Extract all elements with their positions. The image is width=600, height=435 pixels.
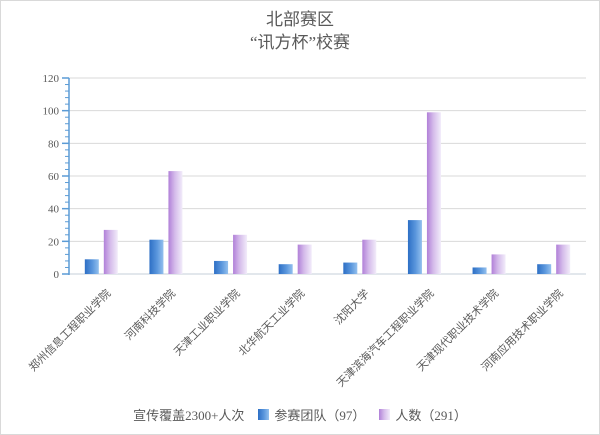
legend-item-people: 人数（291） — [379, 405, 467, 424]
bar-teams — [472, 267, 487, 274]
x-category-label: 河南科技学院 — [121, 286, 178, 343]
legend-swatch-teams — [258, 409, 270, 420]
y-tick-label: 20 — [48, 236, 60, 248]
bar-people — [426, 112, 441, 274]
bar-people — [168, 171, 183, 274]
y-tick-label: 80 — [48, 138, 60, 150]
bar-teams — [214, 260, 229, 274]
y-tick-label: 0 — [54, 269, 60, 281]
x-category-label: 郑州信息工程职业学院 — [26, 286, 114, 374]
bar-people — [233, 234, 248, 274]
x-category-label: 北华航天工业学院 — [235, 286, 307, 358]
bar-teams — [278, 264, 293, 274]
y-tick-label: 60 — [48, 171, 60, 183]
y-tick-label: 100 — [43, 106, 60, 118]
bar-people — [556, 244, 571, 274]
chart-title-line1: 北部赛区 — [266, 10, 334, 29]
legend-prefix-text: 宣传覆盖2300+人次 — [133, 408, 245, 423]
legend-swatch-people — [379, 409, 391, 420]
bar-teams — [343, 262, 358, 274]
bar-teams — [149, 239, 164, 274]
bar-people — [297, 244, 312, 274]
chart-title-line2: “讯方杯”校赛 — [249, 33, 351, 52]
legend-label-teams: 参赛团队（97） — [274, 408, 366, 423]
y-tick-label: 120 — [43, 73, 60, 85]
bar-people — [103, 229, 118, 274]
bar-people — [362, 239, 377, 274]
legend-item-teams: 参赛团队（97） — [258, 405, 365, 424]
legend-label-people: 人数（291） — [395, 408, 467, 423]
chart-title: 北部赛区 “讯方杯”校赛 — [1, 8, 599, 54]
bar-teams — [84, 259, 99, 274]
x-category-label: 天津工业职业学院 — [171, 286, 243, 358]
bar-teams — [407, 220, 422, 274]
bar-teams — [537, 264, 552, 274]
bar-people — [491, 254, 506, 274]
x-category-label: 沈阳大学 — [331, 286, 372, 327]
y-tick-label: 40 — [48, 204, 60, 216]
chart-legend: 宣传覆盖2300+人次 参赛团队（97） 人数（291） — [1, 405, 599, 424]
